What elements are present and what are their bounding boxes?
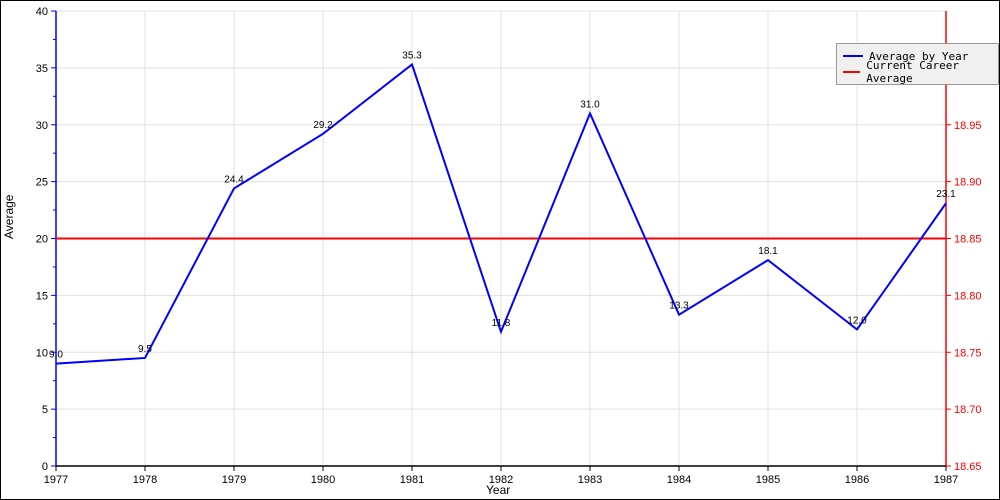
y-left-tick-label: 5 [42,404,48,416]
x-tick-label: 1978 [133,474,157,486]
legend-swatch [843,71,860,73]
data-point-label: 9.0 [49,350,63,361]
data-point-label: 12.0 [847,316,867,327]
y-right-tick-label: 18.90 [954,177,982,189]
y-left-tick-label: 30 [36,120,48,132]
data-point-label: 24.4 [224,174,244,185]
y-right-tick-label: 18.85 [954,234,982,246]
x-tick-label: 1977 [44,474,68,486]
data-point-label: 35.3 [402,50,422,61]
y-left-tick-label: 25 [36,177,48,189]
legend-swatch [843,55,863,57]
data-point-label: 23.1 [936,189,956,200]
y-left-tick-label: 15 [36,290,48,302]
y-right-tick-label: 18.80 [954,290,982,302]
x-tick-label: 1986 [845,474,869,486]
data-point-label: 9.5 [138,344,152,355]
y-left-tick-label: 10 [36,347,48,359]
x-tick-label: 1983 [578,474,602,486]
y-axis-left-label: Average [2,194,16,238]
y-right-tick-label: 18.95 [954,120,982,132]
legend-label: Current Career Average [866,59,992,85]
data-point-label: 13.3 [669,301,689,312]
y-left-tick-label: 35 [36,63,48,75]
data-point-label: 31.0 [580,99,600,110]
data-point-label: 29.2 [313,120,333,131]
legend-item: Current Career Average [843,64,992,80]
y-left-tick-label: 40 [36,6,48,18]
chart-container: 0 5 10 15 20 25 30 35 40 18.65 18.70 18.75 18.80 18.8… [0,0,1000,500]
x-tick-label: 1985 [756,474,780,486]
y-left-tick-label: 20 [36,234,48,246]
x-tick-label: 1987 [934,474,958,486]
x-tick-label: 1981 [400,474,424,486]
legend-box: Average by YearCurrent Career Average [836,43,999,85]
y-right-tick-label: 18.65 [954,461,982,473]
y-right-tick-label: 18.70 [954,404,982,416]
y-left-tick-label: 0 [42,461,48,473]
data-point-label: 11.8 [492,318,511,329]
x-tick-label: 1980 [311,474,335,486]
x-axis-label: Year [486,483,510,497]
y-right-tick-label: 18.75 [954,347,982,359]
x-tick-label: 1979 [222,474,246,486]
x-tick-label: 1984 [667,474,691,486]
data-point-label: 18.1 [758,246,778,257]
